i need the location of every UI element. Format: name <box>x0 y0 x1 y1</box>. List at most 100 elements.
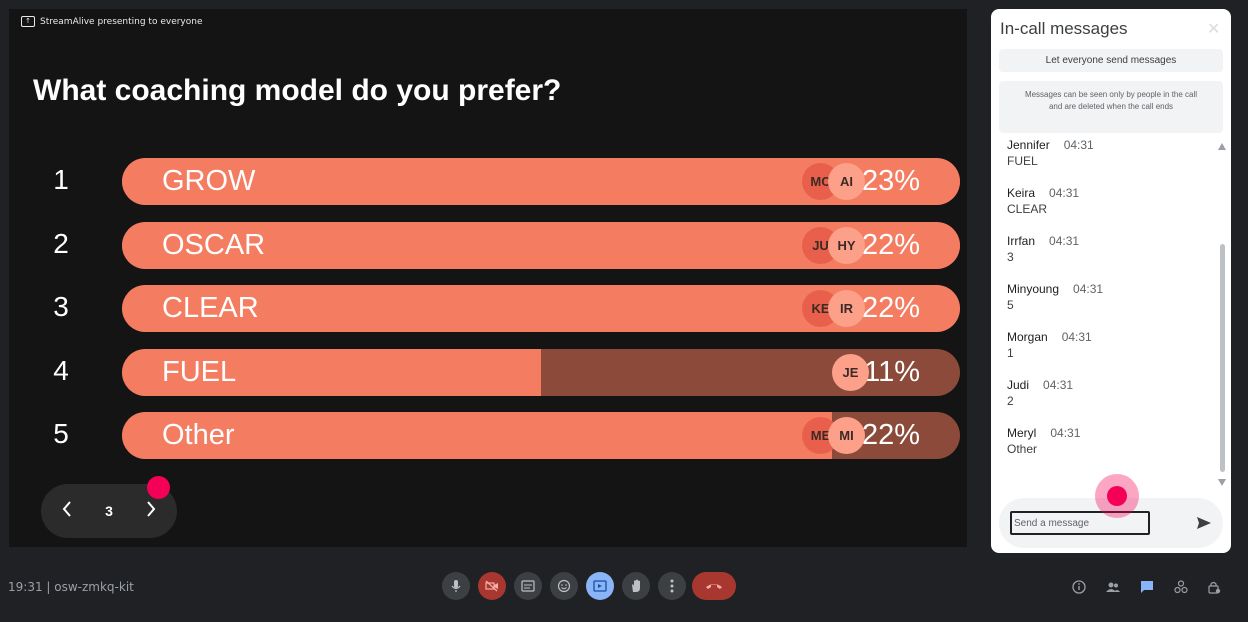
activities-icon[interactable] <box>1173 579 1189 595</box>
chat-message: Minyoung 04:31 5 <box>1007 281 1207 329</box>
click-highlight-dot <box>1107 486 1127 506</box>
poll-option-percent: 23% <box>861 165 920 197</box>
click-highlight-dot <box>147 476 170 499</box>
poll-question: What coaching model do you prefer? <box>33 74 562 107</box>
bottom-control-bar: 19:31 | osw-zmkq-kit <box>0 555 1248 622</box>
poll-option-label: GROW <box>162 165 256 197</box>
message-list[interactable]: Jennifer 04:31 FUEL Keira 04:31 CLEAR Irrfan 04… <box>1007 137 1207 489</box>
avatar: JE <box>832 354 869 391</box>
chat-message-sender: Jennifer <box>1007 138 1050 152</box>
chat-message-sender: Keira <box>1007 186 1036 200</box>
poll-option-row: 1 GROW MC AI 23% <box>9 158 967 206</box>
poll-option-number: 4 <box>53 355 69 386</box>
chat-message: Meryl 04:31 Other <box>1007 425 1207 473</box>
meeting-info: 19:31 | osw-zmkq-kit <box>8 580 134 594</box>
chat-message-sender: Meryl <box>1007 426 1037 440</box>
presenting-banner: ↑ StreamAlive presenting to everyone <box>21 16 203 27</box>
chat-message-time: 04:31 <box>1061 330 1092 344</box>
chat-message-header: Keira 04:31 <box>1007 185 1207 201</box>
poll-option-label: CLEAR <box>162 292 259 324</box>
poll-option-number: 1 <box>53 164 69 195</box>
chat-message-time: 04:31 <box>1043 378 1074 392</box>
avatar: HY <box>828 227 865 264</box>
slide-page-number: 3 <box>105 503 113 519</box>
chat-message: Morgan 04:31 1 <box>1007 329 1207 377</box>
send-icon[interactable] <box>1195 514 1213 532</box>
scroll-up-arrow[interactable] <box>1218 143 1226 150</box>
let-everyone-send-toggle[interactable]: Let everyone send messages <box>999 49 1223 72</box>
chevron-left-icon[interactable] <box>57 498 77 524</box>
scroll-down-arrow[interactable] <box>1218 479 1226 486</box>
presentation-stage: ↑ StreamAlive presenting to everyone Wha… <box>9 9 967 547</box>
scrollbar-thumb[interactable] <box>1220 244 1225 472</box>
poll-option-label: OSCAR <box>162 229 266 261</box>
close-icon[interactable]: ✕ <box>1207 21 1221 38</box>
captions-icon[interactable] <box>514 572 542 600</box>
chat-message-sender: Minyoung <box>1007 282 1060 296</box>
chat-message-header: Minyoung 04:31 <box>1007 281 1207 297</box>
end-call-icon[interactable] <box>692 572 736 600</box>
poll-option-row: 4 FUEL JE 11% <box>9 349 967 397</box>
host-controls-icon[interactable] <box>1206 579 1222 595</box>
message-composer <box>999 498 1223 548</box>
poll-option-number: 3 <box>53 291 69 322</box>
raise-hand-icon[interactable] <box>622 572 650 600</box>
poll-option-number: 5 <box>53 418 69 449</box>
poll-option-number: 2 <box>53 228 69 259</box>
camera-off-icon[interactable] <box>478 572 506 600</box>
chat-message: Irrfan 04:31 3 <box>1007 233 1207 281</box>
chat-message-sender: Irrfan <box>1007 234 1036 248</box>
chat-message-time: 04:31 <box>1063 138 1094 152</box>
chat-message-text: FUEL <box>1007 154 1038 168</box>
chat-message-header: Judi 04:31 <box>1007 377 1207 393</box>
present-screen-icon: ↑ <box>21 16 35 27</box>
avatar: IR <box>828 290 865 327</box>
poll-option-fill <box>122 412 832 459</box>
chat-message-time: 04:31 <box>1049 186 1080 200</box>
poll-option-bar: FUEL JE 11% <box>122 349 960 396</box>
chat-message-header: Morgan 04:31 <box>1007 329 1207 345</box>
poll-option-bar: CLEAR KE IR 22% <box>122 285 960 332</box>
people-icon[interactable] <box>1105 579 1121 595</box>
poll-option-percent: 22% <box>861 292 920 324</box>
poll-option-label: FUEL <box>162 356 237 388</box>
chat-message-sender: Judi <box>1007 378 1030 392</box>
chat-message-text: 3 <box>1007 250 1014 264</box>
presenting-banner-text: StreamAlive presenting to everyone <box>40 16 203 27</box>
poll-option-percent: 11% <box>864 356 920 388</box>
chat-message-header: Meryl 04:31 <box>1007 425 1207 441</box>
emoji-icon[interactable] <box>550 572 578 600</box>
in-call-messages-panel: In-call messages ✕ Let everyone send mes… <box>991 9 1231 553</box>
chat-message-text: CLEAR <box>1007 202 1048 216</box>
poll-option-label: Other <box>162 419 235 451</box>
poll-option-percent: 22% <box>861 229 920 261</box>
poll-option-row: 2 OSCAR JU HY 22% <box>9 222 967 270</box>
more-options-icon[interactable] <box>658 572 686 600</box>
present-screen-icon[interactable] <box>586 572 614 600</box>
chevron-right-icon[interactable] <box>141 498 161 524</box>
chat-message-sender: Morgan <box>1007 330 1048 344</box>
avatar: MI <box>828 417 865 454</box>
avatar: AI <box>828 163 865 200</box>
chat-message-text: 1 <box>1007 346 1014 360</box>
chat-message-time: 04:31 <box>1050 426 1081 440</box>
poll-option-row: 3 CLEAR KE IR 22% <box>9 285 967 333</box>
meeting-details-icon[interactable] <box>1071 579 1087 595</box>
chat-info-notice: Messages can be seen only by people in t… <box>999 81 1223 133</box>
chat-message: Keira 04:31 CLEAR <box>1007 185 1207 233</box>
microphone-icon[interactable] <box>442 572 470 600</box>
poll-option-bar: Other ME MI 22% <box>122 412 960 459</box>
chat-message-time: 04:31 <box>1073 282 1104 296</box>
poll-option-row: 5 Other ME MI 22% <box>9 412 967 460</box>
poll-option-bar: GROW MC AI 23% <box>122 158 960 205</box>
chat-message-time: 04:31 <box>1049 234 1080 248</box>
panel-title: In-call messages <box>1000 19 1128 38</box>
chat-message-header: Jennifer 04:31 <box>1007 137 1207 153</box>
send-message-input[interactable] <box>1010 511 1150 535</box>
poll-option-percent: 22% <box>861 419 920 451</box>
chat-icon[interactable] <box>1139 579 1155 595</box>
chat-message-text: Other <box>1007 442 1038 456</box>
chat-message: Judi 04:31 2 <box>1007 377 1207 425</box>
chat-message-text: 5 <box>1007 298 1014 312</box>
